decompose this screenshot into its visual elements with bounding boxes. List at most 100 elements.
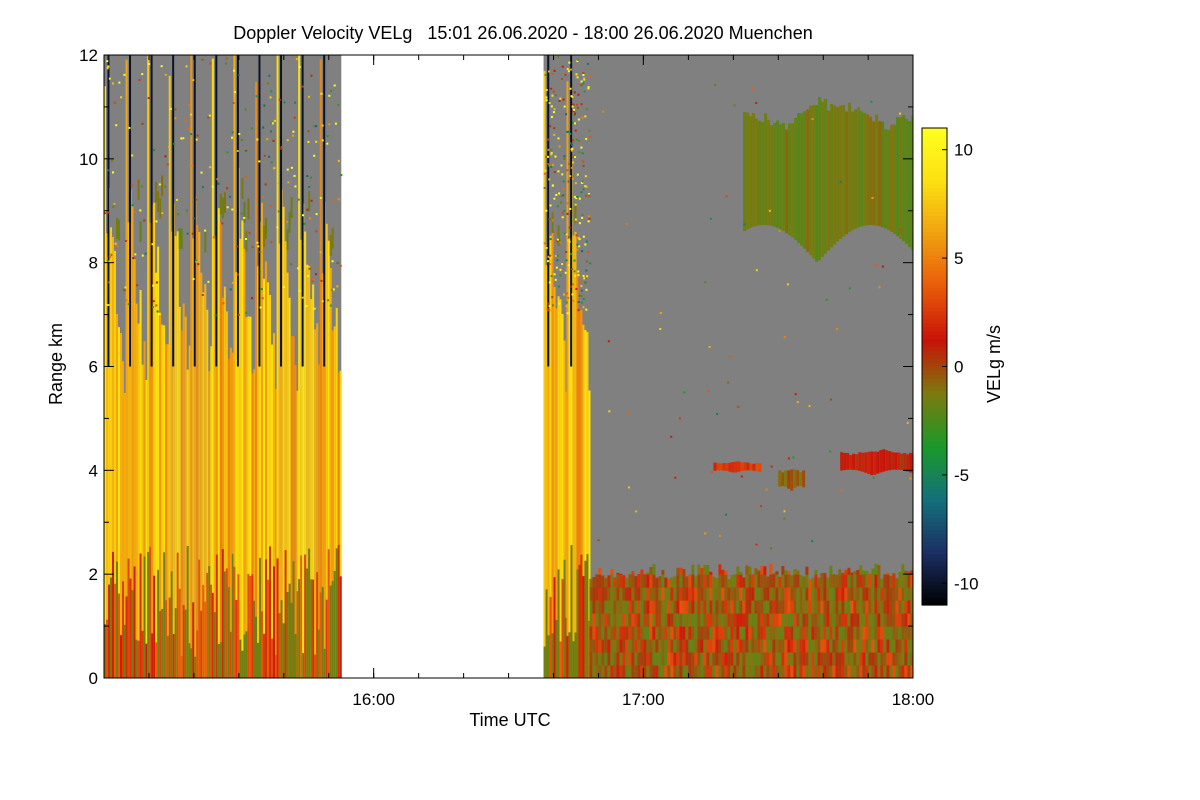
velocity-cell xyxy=(694,587,698,601)
velocity-cell xyxy=(676,567,680,575)
velocity-cell xyxy=(889,639,893,653)
velocity-cell xyxy=(793,665,797,678)
velocity-cell xyxy=(755,269,758,272)
velocity-cell xyxy=(592,626,596,640)
velocity-cell xyxy=(871,600,875,614)
velocity-cell xyxy=(835,613,839,627)
velocity-cell xyxy=(550,256,553,259)
velocity-cell xyxy=(195,138,198,141)
velocity-cell xyxy=(258,160,261,163)
velocity-cell xyxy=(304,554,307,678)
velocity-cell xyxy=(853,613,857,627)
velocity-cell xyxy=(652,626,656,640)
velocity-cell xyxy=(682,587,686,601)
velocity-cell xyxy=(716,463,720,471)
velocity-cell xyxy=(670,577,674,588)
velocity-cell xyxy=(712,576,716,588)
velocity-cell xyxy=(855,454,859,471)
velocity-cell xyxy=(874,563,878,575)
velocity-cell xyxy=(595,639,599,653)
velocity-cell xyxy=(172,55,175,367)
velocity-cell xyxy=(865,600,869,614)
velocity-cell xyxy=(561,314,564,678)
velocity-cell xyxy=(894,452,898,470)
colorbar-band xyxy=(922,219,947,224)
velocity-cell xyxy=(664,577,668,588)
velocity-cell xyxy=(799,665,803,678)
velocity-cell xyxy=(566,81,569,678)
velocity-cell xyxy=(835,639,839,653)
velocity-cell xyxy=(850,613,854,627)
velocity-cell xyxy=(844,665,848,678)
velocity-cell xyxy=(770,547,773,550)
velocity-cell xyxy=(850,652,854,666)
velocity-cell xyxy=(319,196,322,199)
velocity-cell xyxy=(694,600,698,614)
velocity-cell xyxy=(191,232,194,235)
velocity-cell xyxy=(784,652,788,666)
velocity-cell xyxy=(331,260,334,263)
velocity-cell xyxy=(898,112,901,115)
velocity-cell xyxy=(569,175,572,178)
velocity-cell xyxy=(709,600,713,614)
velocity-cell xyxy=(712,639,716,653)
velocity-cell xyxy=(318,364,321,678)
velocity-cell xyxy=(310,299,313,678)
velocity-cell xyxy=(586,275,589,278)
velocity-cell xyxy=(581,152,584,155)
velocity-cell xyxy=(649,574,653,588)
velocity-cell xyxy=(562,194,565,197)
velocity-cell xyxy=(155,642,158,678)
velocity-cell xyxy=(131,590,134,678)
velocity-cell xyxy=(904,587,908,601)
velocity-cell xyxy=(704,532,707,535)
velocity-cell xyxy=(319,592,322,678)
velocity-cell xyxy=(582,71,585,74)
velocity-cell xyxy=(743,112,747,231)
velocity-cell xyxy=(796,613,800,627)
velocity-cell xyxy=(793,613,797,627)
velocity-cell xyxy=(616,665,620,678)
velocity-cell xyxy=(877,665,881,678)
velocity-cell xyxy=(180,228,183,250)
velocity-cell xyxy=(554,278,557,281)
velocity-cell xyxy=(694,626,698,640)
velocity-cell xyxy=(110,253,113,256)
velocity-cell xyxy=(311,280,314,283)
velocity-cell xyxy=(772,613,776,627)
velocity-cell xyxy=(576,58,579,61)
velocity-cell xyxy=(140,185,143,188)
colorbar-band xyxy=(922,310,947,316)
velocity-cell xyxy=(870,100,873,103)
velocity-cell xyxy=(646,626,650,640)
colorbar-band xyxy=(922,326,947,332)
velocity-cell xyxy=(879,450,883,473)
velocity-cell xyxy=(739,652,743,666)
velocity-cell xyxy=(674,476,677,479)
x-tick-label: 16:00 xyxy=(352,690,395,709)
velocity-cell xyxy=(559,299,562,678)
velocity-cell xyxy=(658,652,662,666)
velocity-cell xyxy=(781,565,785,575)
colorbar-band xyxy=(922,275,947,280)
velocity-cell xyxy=(589,652,593,666)
velocity-cell xyxy=(127,222,130,678)
colorbar-band xyxy=(922,394,947,399)
velocity-cell xyxy=(898,626,902,640)
velocity-cell xyxy=(763,665,767,678)
velocity-cell xyxy=(863,112,867,226)
velocity-cell xyxy=(262,126,265,129)
velocity-cell xyxy=(850,665,854,678)
velocity-cell xyxy=(787,613,791,627)
velocity-cell xyxy=(619,626,623,640)
velocity-cell xyxy=(130,184,133,187)
velocity-cell xyxy=(871,613,875,627)
velocity-cell xyxy=(150,55,153,367)
velocity-cell xyxy=(125,299,128,302)
velocity-cell xyxy=(127,302,130,305)
velocity-cell xyxy=(899,228,902,231)
velocity-cell xyxy=(307,275,310,278)
velocity-cell xyxy=(580,103,583,106)
velocity-cell xyxy=(592,576,596,588)
velocity-cell xyxy=(752,463,756,471)
